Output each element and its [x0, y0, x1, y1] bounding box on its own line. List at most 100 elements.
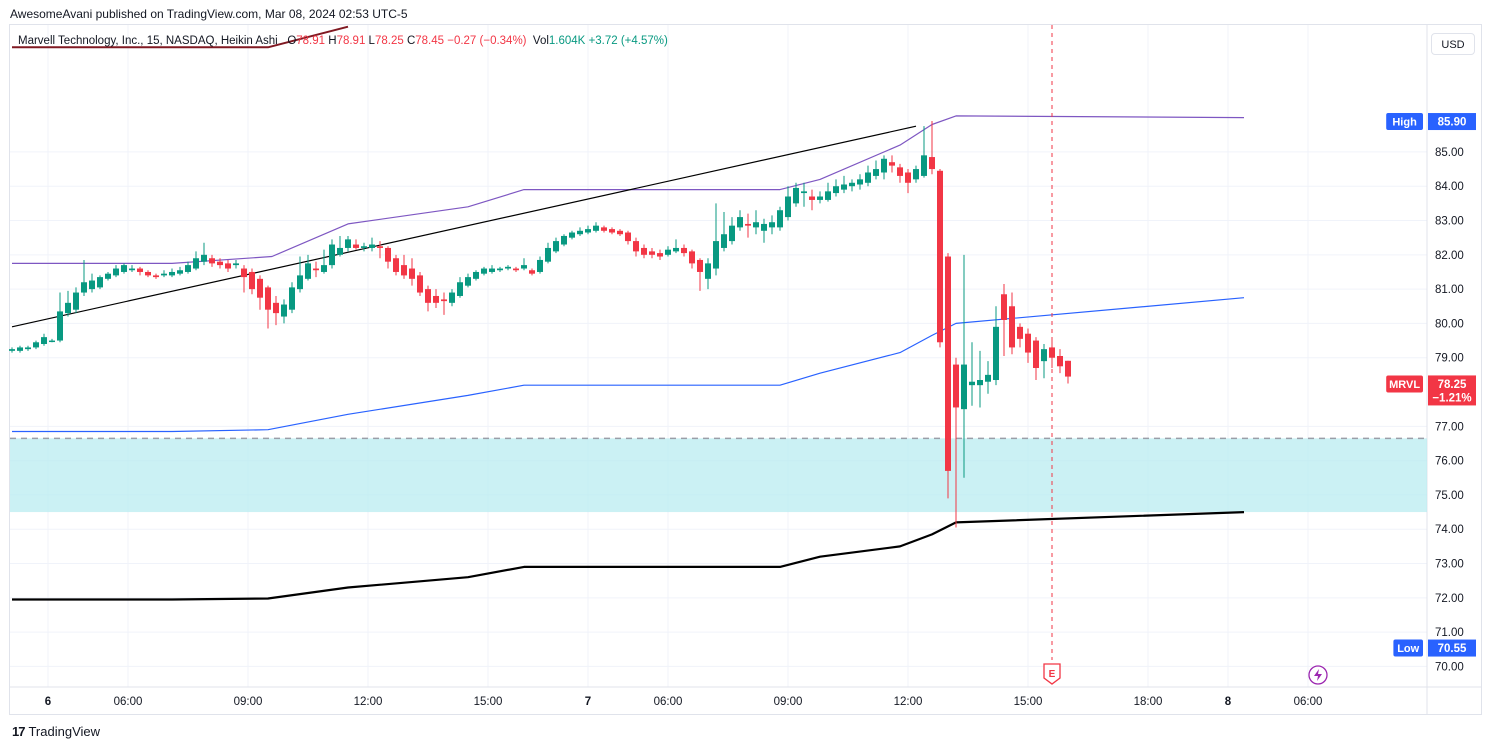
- candle[interactable]: [953, 357, 959, 528]
- candle[interactable]: [761, 218, 767, 243]
- tradingview-footer[interactable]: 17 TradingView: [12, 724, 100, 739]
- candle[interactable]: [57, 292, 63, 343]
- candle[interactable]: [161, 270, 167, 278]
- candle[interactable]: [345, 235, 351, 252]
- candle[interactable]: [313, 261, 319, 278]
- candle[interactable]: [849, 179, 855, 192]
- candle[interactable]: [873, 160, 879, 180]
- candle[interactable]: [593, 222, 599, 233]
- candle[interactable]: [921, 126, 927, 178]
- candle[interactable]: [513, 266, 519, 272]
- candle[interactable]: [473, 270, 479, 281]
- candle[interactable]: [657, 249, 663, 260]
- candle[interactable]: [577, 227, 583, 236]
- candle[interactable]: [385, 246, 391, 269]
- candle[interactable]: [305, 254, 311, 281]
- candle[interactable]: [977, 350, 983, 408]
- candle[interactable]: [441, 292, 447, 315]
- candle[interactable]: [505, 265, 511, 271]
- candle[interactable]: [617, 229, 623, 236]
- lightning-icon[interactable]: [1308, 665, 1328, 685]
- candle[interactable]: [153, 273, 159, 279]
- candle[interactable]: [641, 244, 647, 259]
- candle[interactable]: [897, 163, 903, 183]
- candle[interactable]: [465, 273, 471, 288]
- candle[interactable]: [681, 244, 687, 257]
- candle[interactable]: [81, 259, 87, 296]
- candle[interactable]: [649, 247, 655, 259]
- candle[interactable]: [737, 210, 743, 231]
- candle[interactable]: [633, 237, 639, 257]
- candle[interactable]: [377, 241, 383, 259]
- candle[interactable]: [201, 242, 207, 266]
- candle[interactable]: [1017, 323, 1023, 348]
- candle[interactable]: [841, 175, 847, 194]
- candle[interactable]: [121, 263, 127, 274]
- candle[interactable]: [785, 186, 791, 221]
- candle[interactable]: [1025, 328, 1031, 363]
- candle[interactable]: [361, 242, 367, 252]
- candle[interactable]: [281, 299, 287, 324]
- candle[interactable]: [793, 182, 799, 207]
- candle[interactable]: [585, 225, 591, 235]
- candle[interactable]: [113, 265, 119, 278]
- candle[interactable]: [929, 121, 935, 175]
- candle[interactable]: [89, 273, 95, 293]
- candle[interactable]: [521, 258, 527, 271]
- candle[interactable]: [265, 285, 271, 329]
- candle[interactable]: [945, 253, 951, 499]
- earnings-marker[interactable]: E: [1043, 663, 1061, 685]
- candle[interactable]: [961, 254, 967, 478]
- candle[interactable]: [393, 254, 399, 276]
- candle[interactable]: [985, 361, 991, 394]
- candle[interactable]: [17, 345, 23, 353]
- candle[interactable]: [425, 285, 431, 312]
- candle[interactable]: [673, 239, 679, 254]
- candle[interactable]: [753, 210, 759, 235]
- candle[interactable]: [169, 268, 175, 278]
- candle[interactable]: [225, 259, 231, 272]
- candle[interactable]: [905, 169, 911, 194]
- candle[interactable]: [369, 237, 375, 252]
- candle[interactable]: [249, 268, 255, 295]
- candle[interactable]: [777, 206, 783, 231]
- candle[interactable]: [561, 234, 567, 247]
- candle[interactable]: [329, 239, 335, 269]
- candle[interactable]: [857, 174, 863, 190]
- candle[interactable]: [825, 182, 831, 202]
- candle[interactable]: [833, 179, 839, 197]
- candle[interactable]: [209, 254, 215, 267]
- candle[interactable]: [353, 239, 359, 250]
- candle[interactable]: [129, 265, 135, 272]
- candle[interactable]: [1057, 349, 1063, 374]
- candle[interactable]: [137, 266, 143, 276]
- candle[interactable]: [969, 342, 975, 406]
- candle[interactable]: [481, 266, 487, 276]
- candle[interactable]: [25, 345, 31, 351]
- candle[interactable]: [41, 333, 47, 346]
- candle[interactable]: [401, 254, 407, 279]
- candle[interactable]: [809, 189, 815, 211]
- candle[interactable]: [729, 217, 735, 245]
- candle[interactable]: [449, 289, 455, 307]
- candle[interactable]: [529, 268, 535, 276]
- candle[interactable]: [689, 249, 695, 269]
- candle[interactable]: [705, 258, 711, 290]
- candle[interactable]: [545, 242, 551, 264]
- candle[interactable]: [193, 251, 199, 271]
- candle[interactable]: [233, 259, 239, 269]
- candle[interactable]: [457, 277, 463, 298]
- candle[interactable]: [1065, 360, 1071, 384]
- candle[interactable]: [569, 230, 575, 240]
- candle[interactable]: [889, 155, 895, 173]
- candle[interactable]: [337, 235, 343, 257]
- candle[interactable]: [9, 347, 15, 353]
- candle[interactable]: [713, 203, 719, 276]
- candle[interactable]: [609, 227, 615, 235]
- candle[interactable]: [993, 306, 999, 386]
- candle[interactable]: [665, 246, 671, 257]
- candle[interactable]: [73, 287, 79, 314]
- candle[interactable]: [33, 340, 39, 350]
- candle[interactable]: [433, 289, 439, 308]
